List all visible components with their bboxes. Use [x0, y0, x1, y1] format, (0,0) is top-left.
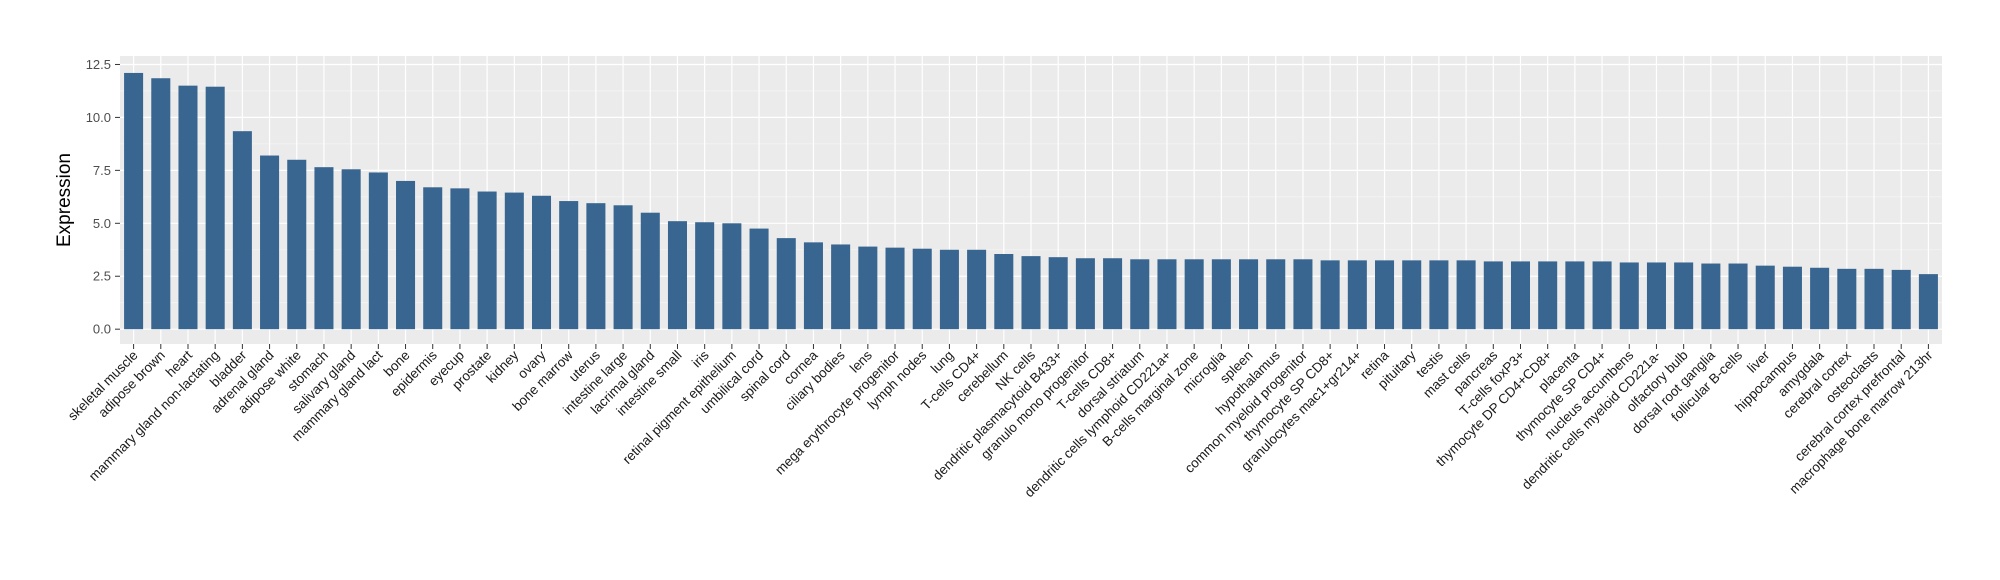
- bar-b-cells-marginal-zone: [1184, 259, 1204, 330]
- bar-cornea: [803, 242, 823, 330]
- bar-dendritic-plasmacytoid-b433: [1048, 257, 1068, 330]
- bar-cerebellum: [994, 254, 1014, 330]
- bar-thymocyte-dp-cd4-cd8: [1538, 261, 1558, 330]
- bar-t-cells-cd4: [967, 249, 987, 330]
- bar-lacrimal-gland: [640, 212, 660, 330]
- bar-t-cells-cd8: [1103, 258, 1123, 330]
- bar-prostate: [477, 191, 497, 330]
- bar-bladder: [232, 131, 252, 330]
- bar-t-cells-foxp3: [1510, 261, 1531, 330]
- bar-intestine-large: [613, 205, 633, 330]
- bar-granulocytes-mac1-gr214: [1347, 260, 1367, 330]
- y-tick-label: 7.5: [93, 163, 111, 178]
- bar-hippocampus: [1782, 266, 1802, 330]
- bar-cerebral-cortex: [1837, 268, 1857, 330]
- bar-cerebral-cortex-prefrontal: [1891, 269, 1911, 330]
- bar-stomach: [314, 167, 334, 330]
- bar-adrenal-gland: [260, 155, 280, 330]
- bar-olfactory-bulb: [1674, 262, 1694, 330]
- y-axis-title: Expression: [54, 153, 75, 247]
- bar-dorsal-root-ganglia: [1701, 263, 1721, 330]
- bar-salivary-gland: [341, 169, 361, 330]
- bar-eyecup: [450, 188, 470, 330]
- y-tick-label: 5.0: [93, 216, 111, 231]
- bar-nk-cells: [1021, 256, 1041, 330]
- y-tick-label: 12.5: [86, 57, 111, 72]
- bar-bone: [396, 180, 416, 330]
- bar-spinal-cord: [776, 238, 796, 330]
- bar-intestine-small: [667, 221, 687, 330]
- bar-thymocyte-sp-cd8: [1320, 260, 1340, 330]
- bar-retina: [1375, 260, 1395, 330]
- bar-iris: [695, 222, 715, 330]
- bar-retinal-pigment-epithelium: [722, 223, 742, 330]
- bar-liver: [1755, 265, 1775, 330]
- y-axis: 0.0 2.5 5.0 7.5 10.0 12.5: [86, 57, 120, 337]
- bar-follicular-b-cells: [1728, 263, 1748, 330]
- bar-heart: [178, 85, 198, 330]
- bar-skeletal-muscle: [124, 72, 144, 330]
- bar-epidermis: [423, 187, 443, 330]
- bar-mast-cells: [1456, 260, 1476, 330]
- y-tick-label: 0.0: [93, 322, 111, 337]
- bar-kidney: [504, 192, 524, 330]
- bar-dendritic-cells-lymphoid-cd221a: [1157, 259, 1177, 330]
- y-tick-label: 10.0: [86, 110, 111, 125]
- bar-series: [124, 72, 1938, 330]
- bar-adipose-brown: [151, 78, 171, 330]
- bar-lung: [939, 249, 959, 330]
- bar-hypothalamus: [1266, 259, 1286, 330]
- bar-ovary: [531, 195, 552, 330]
- bar-macrophage-bone-marrow-213hr: [1918, 274, 1938, 330]
- bar-spleen: [1239, 259, 1259, 330]
- bar-umbilical-cord: [749, 228, 769, 330]
- bar-lens: [858, 246, 878, 330]
- bar-adipose-white: [287, 159, 307, 330]
- bar-dorsal-striatum: [1130, 259, 1150, 330]
- bar-mega-erythrocyte-progenitor: [885, 247, 905, 330]
- bar-placenta: [1565, 261, 1585, 330]
- bar-common-myeloid-progenitor: [1293, 259, 1313, 330]
- bar-amygdala: [1810, 267, 1830, 330]
- bar-ciliary-bodies: [831, 244, 851, 330]
- bar-pituitary: [1402, 260, 1422, 330]
- bar-mammary-gland-lact: [368, 172, 388, 330]
- bar-lymph-nodes: [912, 248, 932, 330]
- bar-testis: [1429, 260, 1449, 330]
- bar-nucleus-accumbens: [1619, 262, 1639, 330]
- bar-dendritic-cells-myeloid-cd221a: [1646, 262, 1666, 330]
- bar-thymocyte-sp-cd4: [1592, 261, 1612, 330]
- bar-pancreas: [1483, 261, 1503, 330]
- bar-microglia: [1211, 259, 1231, 330]
- y-tick-label: 2.5: [93, 269, 111, 284]
- bar-mammary-gland-non-lactating: [205, 86, 225, 330]
- bar-granulo-mono-progenitor: [1075, 258, 1095, 330]
- bar-uterus: [586, 203, 606, 330]
- bar-osteoclasts: [1864, 268, 1884, 330]
- bar-bone-marrow: [559, 201, 579, 330]
